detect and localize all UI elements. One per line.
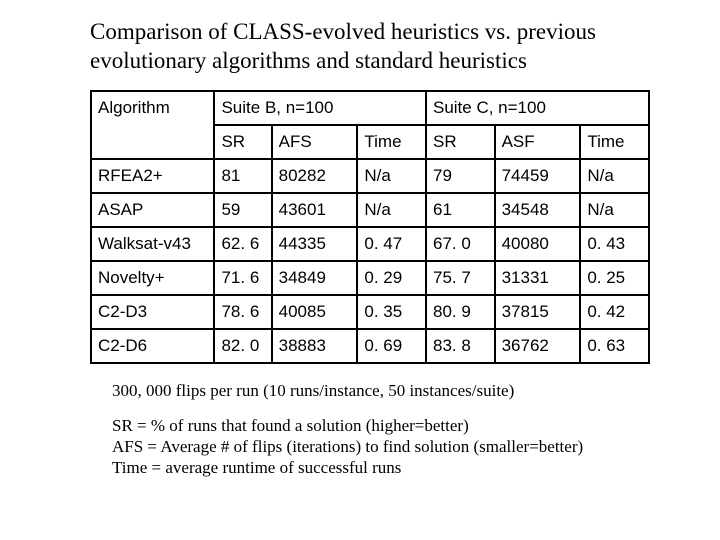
cell-asf: 40080	[495, 227, 581, 261]
cell-alg: C2-D6	[91, 329, 214, 363]
col-suite-b: Suite B, n=100	[214, 91, 426, 125]
col-algorithm: Algorithm	[91, 91, 214, 159]
table-row: C2-D3 78. 6 40085 0. 35 80. 9 37815 0. 4…	[91, 295, 649, 329]
cell-time-c: N/a	[580, 159, 649, 193]
cell-asf: 34548	[495, 193, 581, 227]
cell-alg: ASAP	[91, 193, 214, 227]
cell-time-c: N/a	[580, 193, 649, 227]
col-afs: AFS	[272, 125, 358, 159]
cell-afs: 38883	[272, 329, 358, 363]
cell-sr-b: 71. 6	[214, 261, 271, 295]
cell-time-b: 0. 29	[357, 261, 426, 295]
cell-alg: C2-D3	[91, 295, 214, 329]
cell-alg: Novelty+	[91, 261, 214, 295]
cell-sr-c: 67. 0	[426, 227, 495, 261]
cell-sr-b: 81	[214, 159, 271, 193]
cell-afs: 44335	[272, 227, 358, 261]
col-sr-b: SR	[214, 125, 271, 159]
page-title: Comparison of CLASS-evolved heuristics v…	[90, 18, 660, 76]
cell-sr-b: 62. 6	[214, 227, 271, 261]
title-line-1: Comparison of CLASS-evolved heuristics v…	[90, 19, 596, 44]
cell-sr-c: 75. 7	[426, 261, 495, 295]
cell-time-c: 0. 63	[580, 329, 649, 363]
cell-time-b: 0. 69	[357, 329, 426, 363]
col-time-b: Time	[357, 125, 426, 159]
cell-time-b: N/a	[357, 193, 426, 227]
col-sr-c: SR	[426, 125, 495, 159]
footnote-sr: SR = % of runs that found a solution (hi…	[112, 415, 660, 436]
cell-sr-c: 83. 8	[426, 329, 495, 363]
table-row: ASAP 59 43601 N/a 61 34548 N/a	[91, 193, 649, 227]
cell-time-b: 0. 35	[357, 295, 426, 329]
cell-asf: 74459	[495, 159, 581, 193]
cell-afs: 43601	[272, 193, 358, 227]
cell-time-c: 0. 42	[580, 295, 649, 329]
cell-sr-b: 82. 0	[214, 329, 271, 363]
table-row: C2-D6 82. 0 38883 0. 69 83. 8 36762 0. 6…	[91, 329, 649, 363]
cell-time-c: 0. 25	[580, 261, 649, 295]
cell-time-c: 0. 43	[580, 227, 649, 261]
cell-sr-c: 80. 9	[426, 295, 495, 329]
cell-time-b: 0. 47	[357, 227, 426, 261]
footnote-time: Time = average runtime of successful run…	[112, 457, 660, 478]
cell-asf: 37815	[495, 295, 581, 329]
cell-alg: RFEA2+	[91, 159, 214, 193]
comparison-table: Algorithm Suite B, n=100 Suite C, n=100 …	[90, 90, 650, 364]
col-asf: ASF	[495, 125, 581, 159]
cell-afs: 34849	[272, 261, 358, 295]
table-row: Novelty+ 71. 6 34849 0. 29 75. 7 31331 0…	[91, 261, 649, 295]
title-line-2: evolutionary algorithms and standard heu…	[90, 48, 527, 73]
table-row: Walksat-v43 62. 6 44335 0. 47 67. 0 4008…	[91, 227, 649, 261]
table-row: RFEA2+ 81 80282 N/a 79 74459 N/a	[91, 159, 649, 193]
cell-sr-b: 59	[214, 193, 271, 227]
cell-alg: Walksat-v43	[91, 227, 214, 261]
cell-afs: 80282	[272, 159, 358, 193]
col-suite-c: Suite C, n=100	[426, 91, 649, 125]
footnote-flips: 300, 000 flips per run (10 runs/instance…	[112, 380, 660, 401]
col-time-c: Time	[580, 125, 649, 159]
cell-afs: 40085	[272, 295, 358, 329]
table-header-row-1: Algorithm Suite B, n=100 Suite C, n=100	[91, 91, 649, 125]
cell-time-b: N/a	[357, 159, 426, 193]
cell-asf: 36762	[495, 329, 581, 363]
footnotes: 300, 000 flips per run (10 runs/instance…	[90, 380, 660, 479]
cell-asf: 31331	[495, 261, 581, 295]
cell-sr-c: 61	[426, 193, 495, 227]
cell-sr-c: 79	[426, 159, 495, 193]
footnote-afs: AFS = Average # of flips (iterations) to…	[112, 436, 660, 457]
cell-sr-b: 78. 6	[214, 295, 271, 329]
